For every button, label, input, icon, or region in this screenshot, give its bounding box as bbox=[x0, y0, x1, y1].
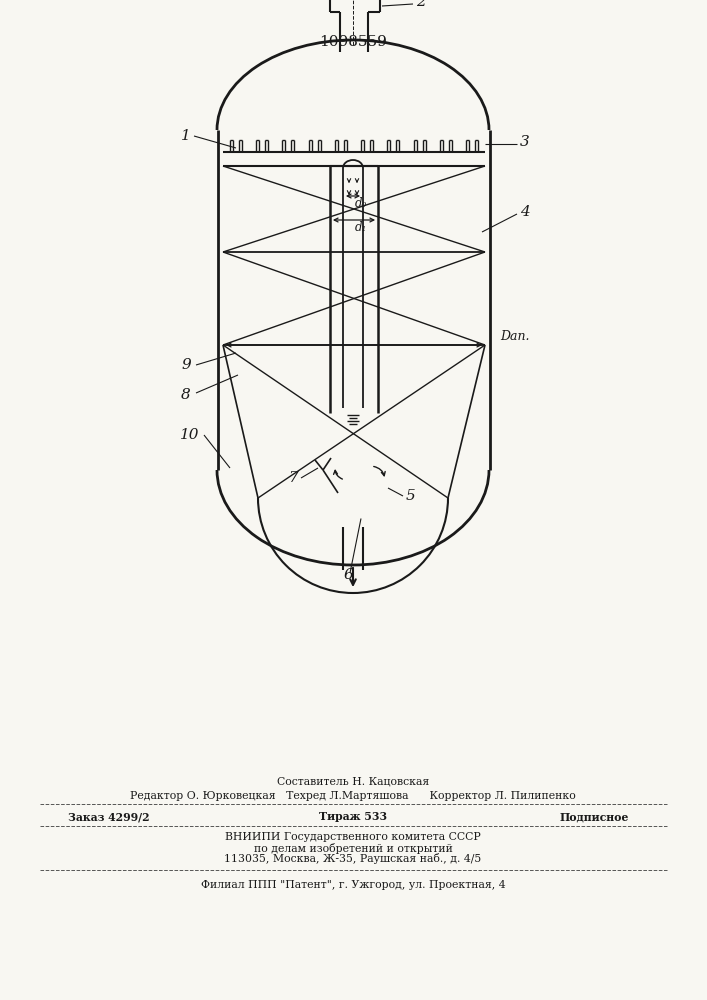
Text: 2: 2 bbox=[416, 0, 426, 9]
Text: Редактор О. Юрковецкая   Техред Л.Мартяшова      Корректор Л. Пилипенко: Редактор О. Юрковецкая Техред Л.Мартяшов… bbox=[130, 791, 576, 801]
Text: Филиал ППП "Патент", г. Ужгород, ул. Проектная, 4: Филиал ППП "Патент", г. Ужгород, ул. Про… bbox=[201, 880, 506, 890]
Text: 3: 3 bbox=[520, 135, 530, 149]
Text: 113035, Москва, Ж-35, Раушская наб., д. 4/5: 113035, Москва, Ж-35, Раушская наб., д. … bbox=[224, 854, 481, 864]
Text: d₁: d₁ bbox=[355, 221, 367, 234]
Text: Подписное: Подписное bbox=[560, 812, 629, 822]
Text: 1: 1 bbox=[181, 129, 191, 143]
Text: Заказ 4299/2: Заказ 4299/2 bbox=[68, 812, 150, 822]
Text: d₀: d₀ bbox=[355, 197, 367, 210]
Text: Dап.: Dап. bbox=[500, 330, 530, 343]
Text: 6: 6 bbox=[343, 568, 353, 582]
Text: 8: 8 bbox=[181, 388, 191, 402]
Text: по делам изобретений и открытий: по делам изобретений и открытий bbox=[254, 842, 452, 854]
Text: 7: 7 bbox=[288, 471, 298, 485]
Text: ВНИИПИ Государственного комитета СССР: ВНИИПИ Государственного комитета СССР bbox=[225, 832, 481, 842]
Text: 9: 9 bbox=[181, 358, 191, 372]
Text: Тираж 533: Тираж 533 bbox=[319, 812, 387, 822]
Text: 5: 5 bbox=[406, 489, 416, 503]
Text: 10: 10 bbox=[180, 428, 200, 442]
Text: 4: 4 bbox=[520, 205, 530, 219]
Text: 1098559: 1098559 bbox=[319, 35, 387, 49]
Text: Составитель Н. Кацовская: Составитель Н. Кацовская bbox=[277, 777, 429, 787]
